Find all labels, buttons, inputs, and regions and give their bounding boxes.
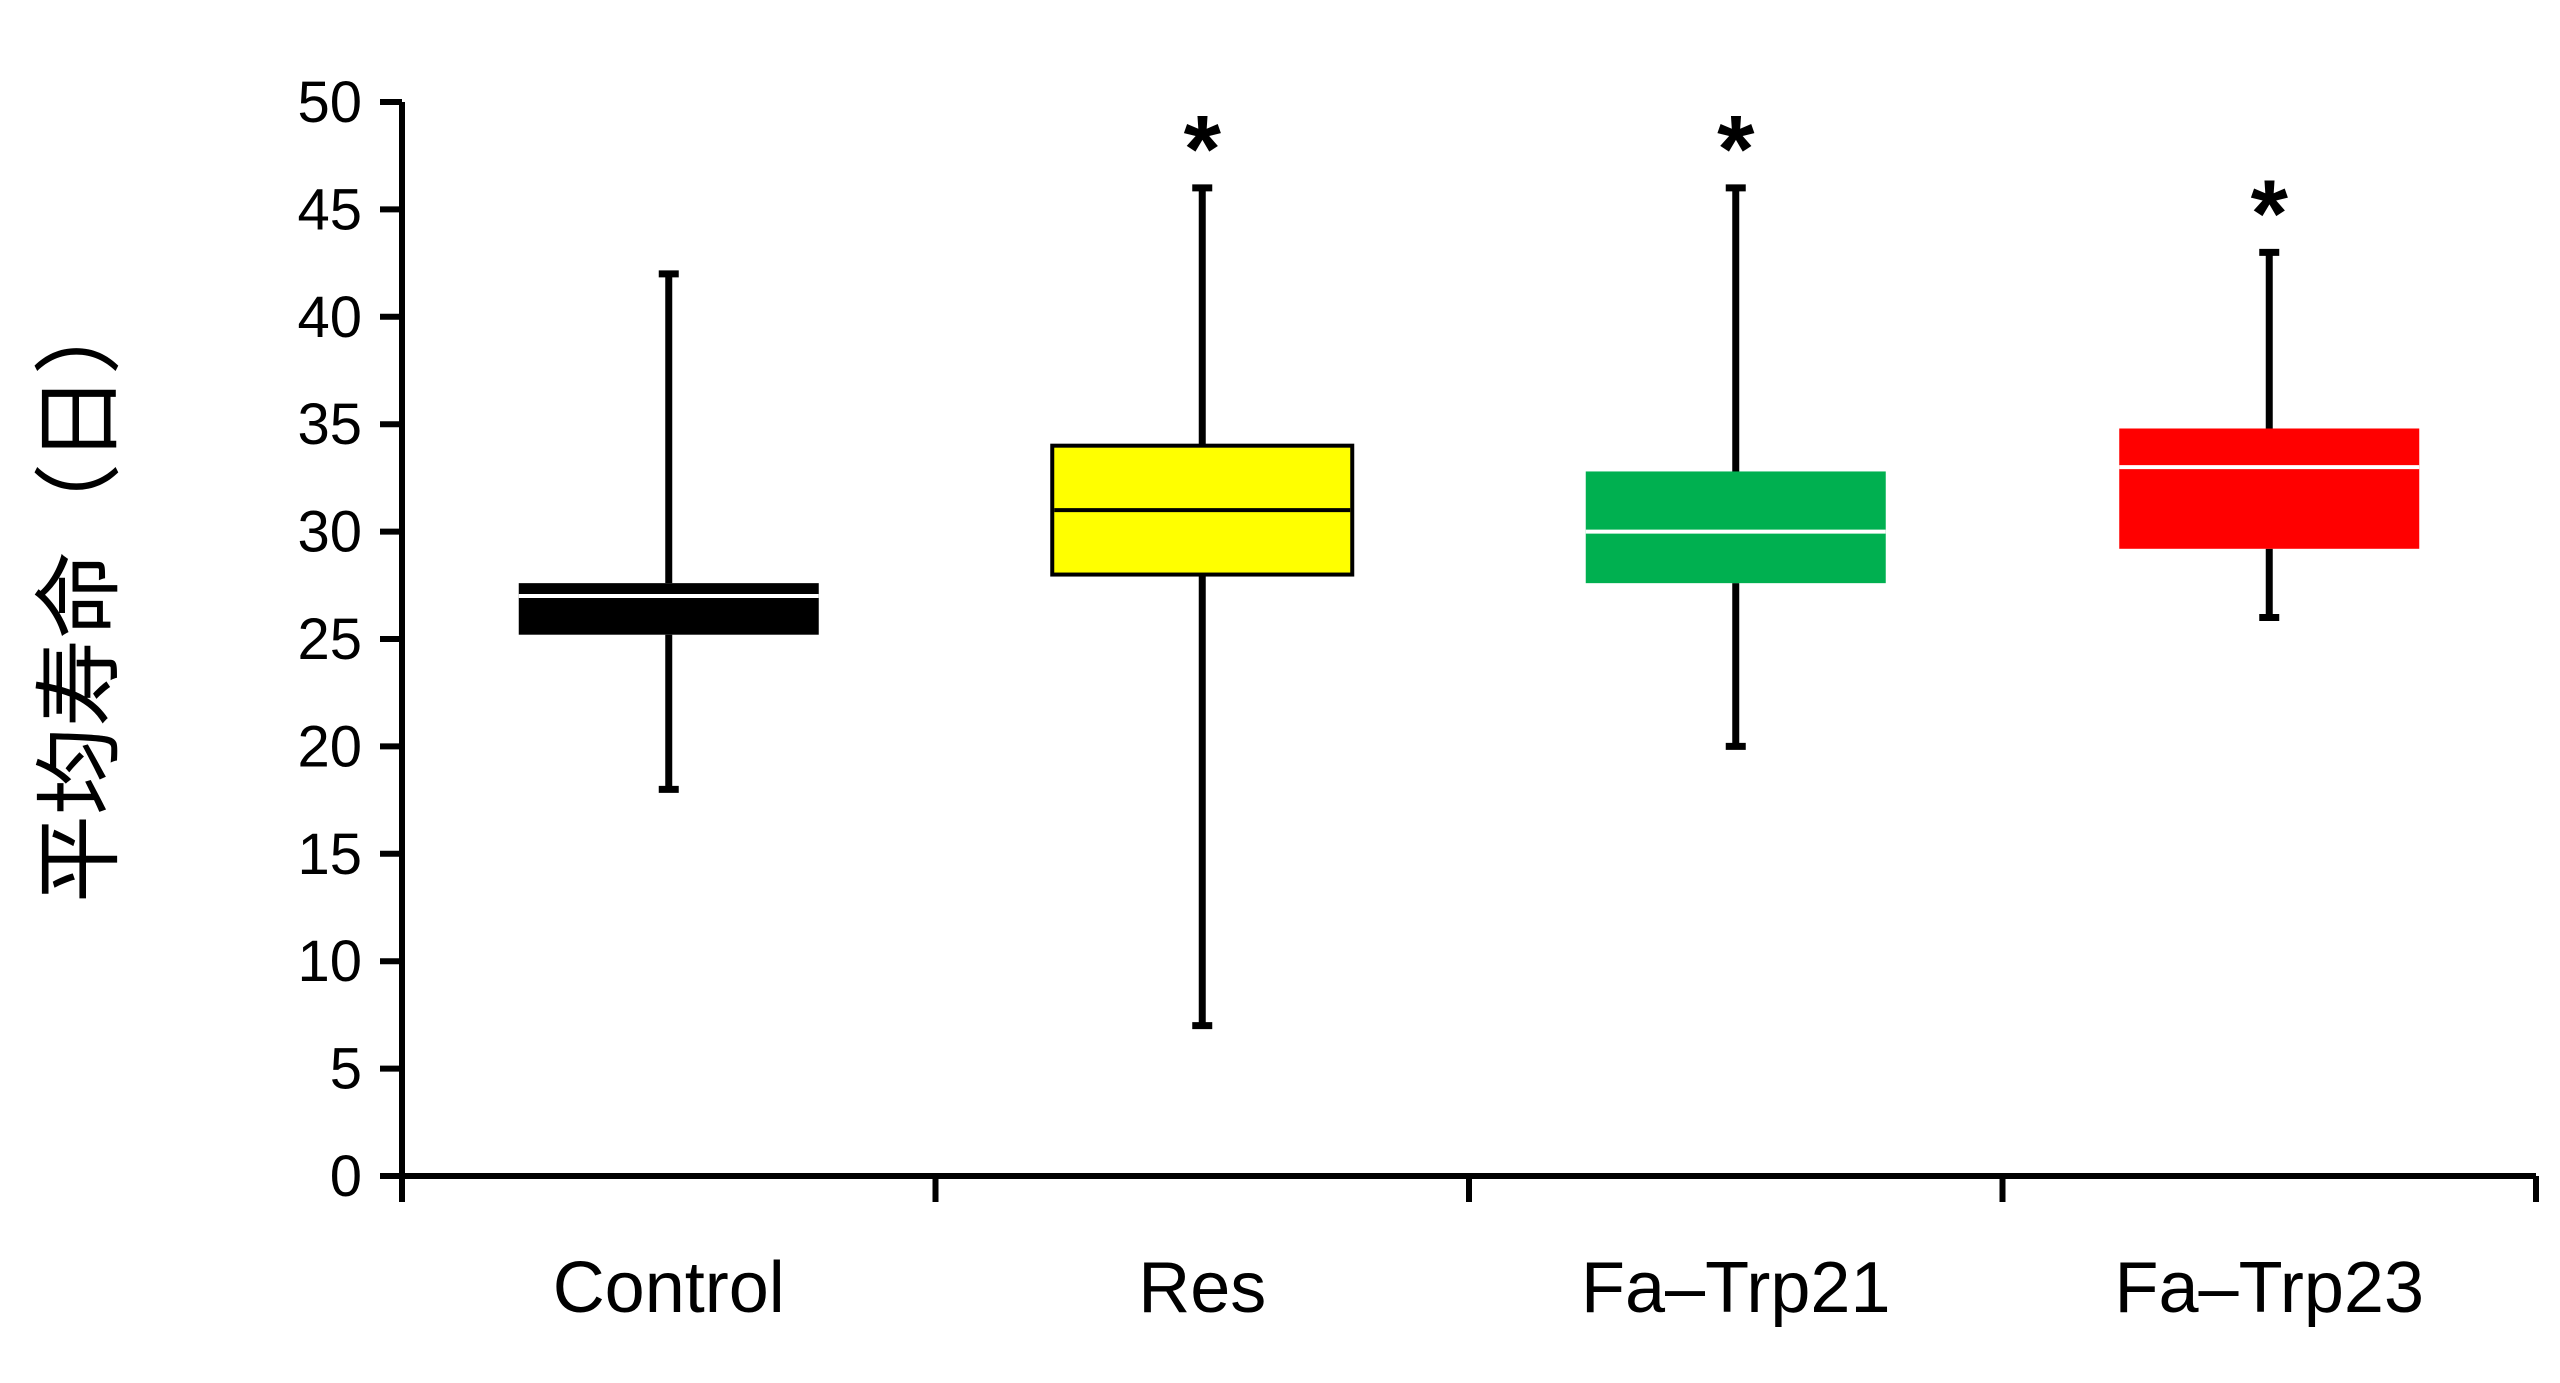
box-group xyxy=(518,270,819,793)
y-tick-label: 30 xyxy=(297,500,362,565)
y-tick-label: 45 xyxy=(297,177,362,242)
y-tick-label: 50 xyxy=(297,70,362,135)
y-axis-label: 平均寿命（日） xyxy=(28,287,131,903)
box-iqr xyxy=(518,583,819,635)
significance-mark: * xyxy=(2251,160,2289,267)
x-tick-label: Res xyxy=(1138,1248,1266,1328)
axes xyxy=(380,99,2539,1202)
significance-mark: * xyxy=(1717,96,1755,203)
y-tick-label: 15 xyxy=(297,822,362,887)
y-tick-label: 20 xyxy=(297,714,362,779)
y-tick-label: 0 xyxy=(330,1144,362,1209)
y-tick-label: 5 xyxy=(330,1037,362,1102)
x-tick-label: Fa–Trp23 xyxy=(2115,1248,2424,1328)
significance-mark: * xyxy=(1184,96,1222,203)
x-tick-label: Control xyxy=(553,1248,785,1328)
y-tick-label: 25 xyxy=(297,607,362,672)
y-tick-label: 35 xyxy=(297,392,362,457)
labels: 0 5 10 15 20 25 30 35 40 45 50 Control Res Fa–Trp21 Fa… xyxy=(297,70,2424,1328)
box-series xyxy=(518,184,2420,1030)
box-iqr xyxy=(1585,471,1886,584)
box-group xyxy=(1050,184,1355,1030)
y-tick-label: 40 xyxy=(297,285,362,350)
box-group xyxy=(1585,184,1886,750)
y-tick-label: 10 xyxy=(297,929,362,994)
box-iqr xyxy=(2119,428,2420,549)
box-group xyxy=(2119,248,2420,622)
x-tick-label: Fa–Trp21 xyxy=(1581,1248,1890,1328)
